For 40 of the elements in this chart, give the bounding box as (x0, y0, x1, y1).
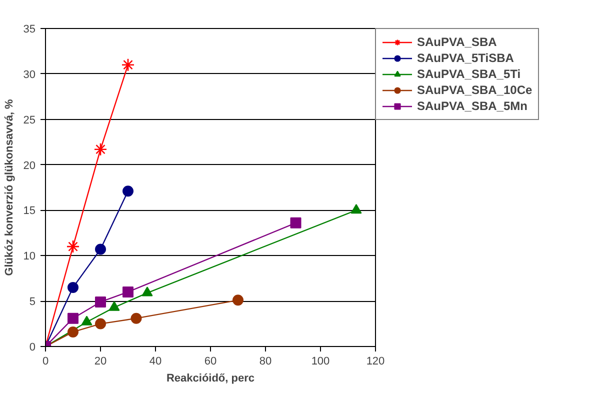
x-tick-label: 100 (311, 356, 330, 368)
point (66, 240, 80, 254)
point (68, 312, 78, 324)
y-tick-label: 30 (23, 68, 36, 81)
point (121, 58, 135, 72)
x-axis-title: Reakcióidő, perc (166, 372, 255, 384)
point (290, 217, 302, 228)
point (350, 204, 362, 214)
legend-label: SAuPVA_SBA_5Mn (417, 99, 528, 113)
y-tick-label: 5 (29, 296, 36, 308)
y-tick-label: 20 (23, 160, 36, 172)
y-tick-label: 0 (29, 342, 36, 354)
legend-label: SAuPVA_SBA (417, 35, 497, 49)
y-tick-label: 15 (23, 205, 36, 218)
point (95, 296, 106, 308)
x-tick-label: 0 (42, 356, 49, 368)
x-tick-label: 60 (204, 356, 217, 368)
y-tick-label: 25 (23, 114, 36, 126)
point (122, 286, 134, 298)
x-tick-label: 80 (259, 356, 272, 368)
point (68, 326, 78, 338)
x-tick-label: 40 (149, 356, 162, 368)
point (95, 244, 106, 255)
y-tick-label: 35 (23, 24, 36, 36)
point (122, 186, 134, 197)
point (94, 142, 108, 156)
y-axis-title: Glükóz konverzió glükonsavvá, % (3, 98, 16, 276)
y-tick-label: 10 (23, 250, 36, 263)
x-tick-label: 20 (94, 356, 107, 368)
legend-label: SAuPVA_5TiSBA (417, 51, 514, 65)
legend-label: SAuPVA_SBA_5Ti (417, 67, 521, 81)
point (81, 316, 92, 326)
point (232, 294, 244, 306)
point (130, 312, 142, 324)
point (108, 301, 120, 311)
x-tick-label: 120 (366, 356, 385, 368)
point (95, 318, 106, 330)
point (142, 286, 153, 296)
legend-label: SAuPVA_SBA_10Ce (417, 83, 532, 97)
point (68, 282, 78, 293)
